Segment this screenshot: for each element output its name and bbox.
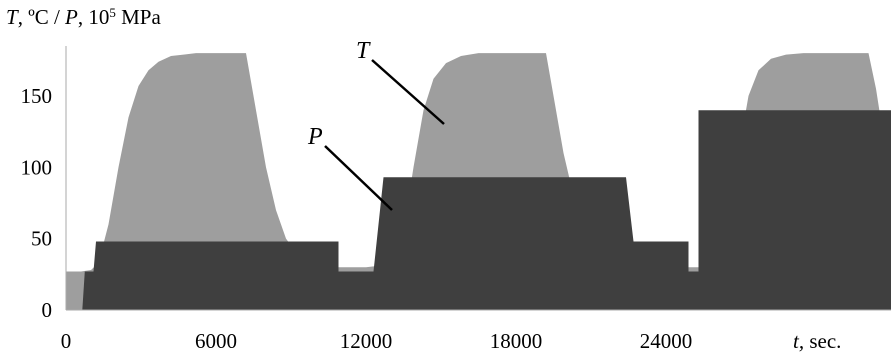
series-P-area: [66, 110, 891, 310]
y-tick-label: 150: [21, 84, 53, 108]
series-layer: [66, 53, 891, 310]
y-axis-title-P: P: [64, 5, 78, 29]
x-tick-label: 6000: [195, 329, 237, 353]
y-axis-title-unit2: , 10: [78, 5, 110, 29]
y-axis-title: T, ºC / P, 105 MPa: [6, 5, 161, 30]
y-tick-label: 50: [31, 227, 52, 251]
annotation-P: P: [307, 124, 393, 211]
x-axis-title: t, sec.: [793, 329, 841, 353]
x-tick-label: 12000: [340, 329, 393, 353]
plot-area: [65, 46, 891, 311]
x-tick-label: 24000: [640, 329, 693, 353]
y-axis-title-unit1: , ºC /: [18, 5, 65, 29]
x-ticks: 0 6000 12000 18000 24000: [61, 329, 693, 353]
annotation-P-leader: [324, 145, 393, 211]
annotation-T-leader: [371, 59, 445, 125]
y-tick-label: 0: [42, 298, 53, 322]
x-axis-title-unit: sec.: [804, 329, 841, 353]
y-axis-title-exp: 5: [109, 5, 116, 20]
annotation-T-label: T: [356, 38, 371, 64]
annotation-P-label: P: [307, 124, 323, 150]
x-axis-title-t: t,: [793, 329, 804, 353]
y-axis-title-T: T: [6, 5, 19, 29]
x-tick-label: 0: [61, 329, 72, 353]
x-tick-label: 18000: [490, 329, 543, 353]
annotation-T: T: [356, 38, 445, 125]
y-tick-label: 100: [21, 155, 53, 179]
y-axis-title-unit3: MPa: [116, 5, 162, 29]
y-ticks: 0 50 100 150: [21, 84, 53, 322]
